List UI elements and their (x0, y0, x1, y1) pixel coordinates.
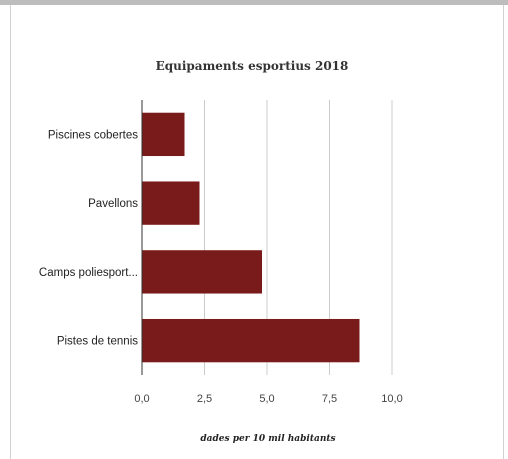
category-labels: Piscines cobertes Pavellons Camps poliespo… (39, 129, 138, 347)
category-label: Camps poliesport... (39, 267, 138, 279)
x-tick-label: 7,5 (322, 393, 337, 405)
frame-right-border (503, 5, 504, 459)
frame-left-border (10, 5, 11, 459)
x-axis-label: dades per 10 mil habitants (200, 434, 335, 444)
x-tick-label: 2,5 (197, 393, 212, 405)
category-label: Pavellons (88, 198, 138, 210)
bars (142, 112, 360, 363)
category-label: Pistes de tennis (57, 336, 138, 348)
x-tick-labels: 0,0 2,5 5,0 7,5 10,0 (134, 393, 402, 405)
bar (142, 181, 200, 225)
x-tick-label: 0,0 (134, 393, 149, 405)
chart-title: Equipaments esportius 2018 (156, 59, 349, 73)
bar (142, 250, 262, 294)
bar (142, 318, 360, 363)
frame-top-border (0, 0, 508, 5)
bar (142, 112, 185, 157)
category-label: Piscines cobertes (48, 129, 138, 141)
x-tick-label: 10,0 (381, 393, 402, 405)
x-tick-label: 5,0 (259, 393, 274, 405)
